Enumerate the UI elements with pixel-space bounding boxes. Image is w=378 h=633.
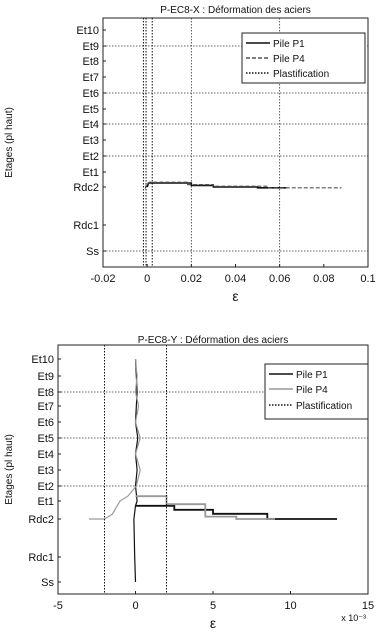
series-pile-p1-line: [146, 182, 287, 189]
y-tick-label: Et5: [37, 433, 54, 445]
y-tick-label: Et1: [82, 167, 99, 179]
y-tick-label: Et3: [82, 135, 99, 147]
legend-entry: Pile P1: [296, 370, 328, 381]
y-tick-label: Rdc1: [28, 552, 54, 564]
x-tick-label: 0: [144, 273, 150, 285]
y-tick-label: Et9: [82, 41, 99, 53]
y-tick-label: Rdc1: [73, 220, 99, 232]
x-tick-label: 0.1: [360, 273, 375, 285]
series-pile-p4-steps: [135, 495, 275, 520]
chart-panel-2: Ss Rdc1 Rdc2 Et1 Et2 Et3 Et4 Et5 Et6 Et7 Et8 Et9 Et1…: [4, 335, 374, 631]
y-tick-label: Et3: [37, 465, 54, 477]
y-tick-label: Et1: [37, 496, 54, 508]
y-tick-label: Et7: [82, 72, 99, 84]
x-axis-label: ε: [232, 288, 238, 304]
y-tick-label: Et5: [82, 104, 99, 116]
x-tick-label: 15: [362, 600, 374, 612]
y-tick-label: Ss: [86, 246, 99, 258]
legend-entry: Plastification: [273, 69, 329, 80]
x-multiplier: x 10⁻³: [341, 613, 366, 623]
x-tick-label: 0.04: [225, 273, 246, 285]
y-tick-label: Et2: [82, 151, 99, 163]
y-tick-label: Et6: [37, 417, 54, 429]
y-tick-label: Ss: [41, 577, 54, 589]
legend-entry: Pile P1: [273, 39, 305, 50]
x-tick-label: 0: [132, 600, 138, 612]
x-tick-label: 0.08: [313, 273, 334, 285]
chart-panel-1: Ss Rdc1 Rdc2 Et1 Et2 Et3 Et4 Et5 Et6 Et7 Et8 Et9 Et1…: [4, 5, 376, 304]
x-tick-label: 5: [210, 600, 216, 612]
x-tick-label: -5: [53, 600, 63, 612]
y-axis-label: Etages (pl haut): [4, 107, 15, 178]
x-tick-label: 0.02: [181, 273, 202, 285]
legend-entry: Pile P4: [296, 385, 328, 396]
legend-entry: Plastification: [296, 401, 352, 412]
y-tick-label: Et8: [37, 387, 54, 399]
y-tick-label: Et4: [37, 449, 54, 461]
y-tick-label: Et10: [76, 25, 99, 37]
legend-box: [264, 363, 369, 420]
x-tick-label: 10: [284, 600, 296, 612]
chart-title: P-EC8-Y : Déformation des aciers: [138, 335, 288, 346]
y-tick-label: Rdc2: [28, 514, 54, 526]
y-tick-label: Rdc2: [73, 182, 99, 194]
y-tick-label: Et6: [82, 88, 99, 100]
x-tick-label: 0.06: [269, 273, 290, 285]
y-tick-label: Et7: [37, 401, 54, 413]
series-pile-p4-line: [89, 358, 141, 520]
legend-entry: Pile P4: [273, 54, 305, 65]
x-axis-label: ε: [210, 615, 216, 631]
legend-box: [241, 32, 366, 84]
series-pile-p4-line: [144, 181, 342, 189]
chart-title: P-EC8-X : Déformation des aciers: [160, 5, 311, 16]
y-tick-label: Et9: [37, 371, 54, 383]
y-axis-label: Etages (pl haut): [4, 434, 15, 505]
y-tick-label: Et2: [37, 481, 54, 493]
y-tick-label: Et10: [31, 354, 54, 366]
series-pile-p1-line: [133, 358, 139, 583]
x-tick-label: -0.02: [90, 273, 115, 285]
y-tick-label: Et4: [82, 119, 99, 131]
y-tick-label: Et8: [82, 56, 99, 68]
